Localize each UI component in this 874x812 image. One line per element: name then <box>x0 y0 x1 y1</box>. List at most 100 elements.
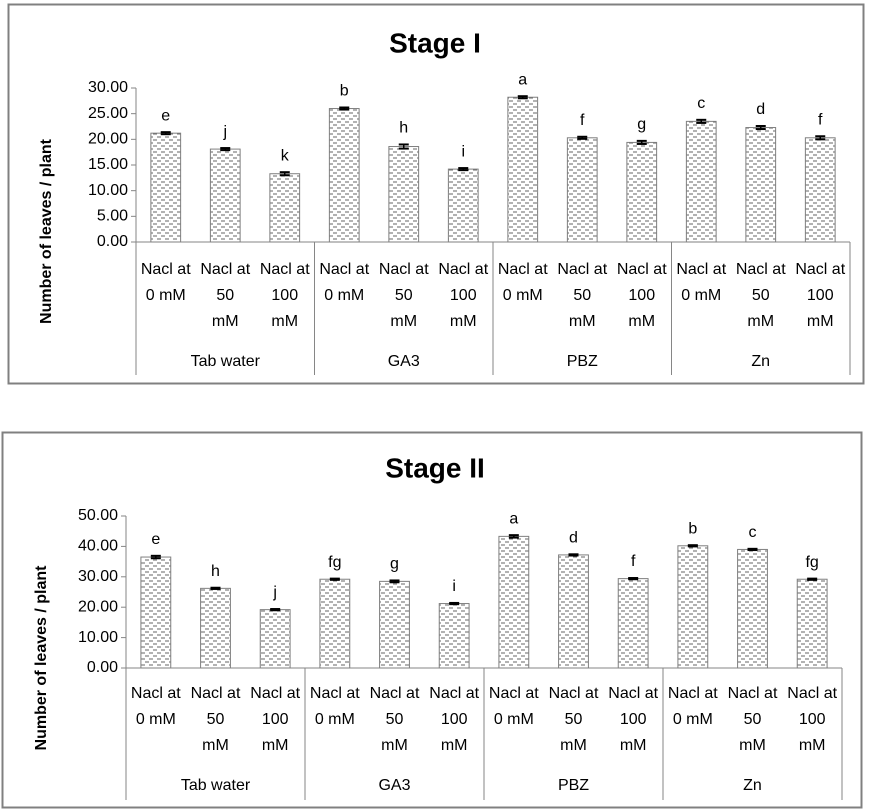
x-tick-label: Nacl at <box>557 261 607 278</box>
x-tick-label: 100 <box>620 711 647 728</box>
bar <box>626 141 658 243</box>
data-label: b <box>688 520 697 537</box>
x-tick-label: 50 <box>395 287 413 304</box>
data-label: c <box>697 95 705 112</box>
y-tick-label: 5.00 <box>97 208 128 225</box>
bar <box>804 137 836 243</box>
y-tick-label: 0.00 <box>87 659 118 676</box>
error-bar <box>389 579 400 584</box>
y-tick-label: 30.00 <box>88 79 128 96</box>
bar <box>209 148 241 243</box>
x-tick-label: Nacl at <box>438 261 488 278</box>
bar <box>617 578 649 669</box>
x-tick-label: Nacl at <box>250 685 300 702</box>
error-bar <box>815 135 826 141</box>
group-label: Tab water <box>191 353 261 370</box>
x-tick-label: 0 mM <box>146 287 186 304</box>
y-tick-label: 10.00 <box>78 629 118 646</box>
x-tick-label: mM <box>569 313 596 330</box>
data-label: fg <box>328 554 341 571</box>
chart-frame <box>1 431 863 809</box>
group-label: PBZ <box>567 353 598 370</box>
group-label: GA3 <box>378 777 410 794</box>
x-tick-label: Nacl at <box>200 261 250 278</box>
error-bar <box>807 577 818 581</box>
data-label: a <box>518 71 527 88</box>
y-tick-label: 20.00 <box>88 131 128 148</box>
bar <box>269 173 301 243</box>
error-bar <box>636 139 647 145</box>
x-tick-label: 50 <box>573 287 591 304</box>
bar <box>319 578 351 669</box>
x-tick-label: 100 <box>441 711 468 728</box>
group-label: Zn <box>743 777 762 794</box>
x-tick-label: Nacl at <box>370 685 420 702</box>
x-tick-label: mM <box>807 313 834 330</box>
x-tick-label: Nacl at <box>131 685 181 702</box>
bar <box>498 535 530 669</box>
data-label: e <box>161 107 170 124</box>
error-bar <box>458 167 469 172</box>
data-label: c <box>749 524 757 541</box>
error-bar <box>628 577 639 581</box>
x-tick-label: 0 mM <box>673 711 713 728</box>
bar <box>328 108 360 243</box>
x-tick-label: mM <box>390 313 417 330</box>
x-tick-label: Nacl at <box>787 685 837 702</box>
bar <box>737 548 768 669</box>
error-bar <box>508 534 519 539</box>
x-tick-label: mM <box>450 313 477 330</box>
error-bar <box>449 601 460 606</box>
x-tick-label: Nacl at <box>795 261 845 278</box>
x-tick-label: Nacl at <box>191 685 241 702</box>
y-axis-label: Number of leaves / plant <box>33 565 50 751</box>
error-bar <box>568 553 579 557</box>
x-tick-label: mM <box>212 313 239 330</box>
y-tick-label: 30.00 <box>78 568 118 585</box>
x-tick-label: 0 mM <box>324 287 364 304</box>
error-bar <box>220 147 231 152</box>
data-label: b <box>340 83 349 100</box>
error-bar <box>747 547 758 552</box>
error-bar <box>687 544 698 548</box>
x-tick-label: mM <box>620 737 647 754</box>
x-tick-label: 100 <box>628 287 655 304</box>
data-label: h <box>211 563 220 580</box>
y-tick-label: 0.00 <box>97 233 128 250</box>
error-bar <box>517 95 528 100</box>
chart-frame <box>7 3 865 385</box>
bar <box>558 554 589 669</box>
x-tick-label: Nacl at <box>310 685 360 702</box>
x-tick-label: mM <box>202 737 229 754</box>
x-tick-label: 0 mM <box>681 287 721 304</box>
bar <box>379 580 410 669</box>
bar <box>150 132 182 243</box>
group-label: Tab water <box>181 777 251 794</box>
x-tick-label: Nacl at <box>498 261 548 278</box>
data-label: g <box>637 116 646 133</box>
x-tick-label: Nacl at <box>260 261 310 278</box>
bar <box>507 96 539 243</box>
data-label: g <box>390 556 399 573</box>
y-axis-label: Number of leaves / plant <box>38 138 55 324</box>
x-tick-label: mM <box>628 313 655 330</box>
x-tick-label: 50 <box>565 711 583 728</box>
chart-title: Stage I <box>389 27 481 58</box>
bar <box>677 545 709 669</box>
data-label: i <box>461 143 465 160</box>
error-bar <box>160 131 171 136</box>
error-bar <box>150 554 161 560</box>
x-tick-label: Nacl at <box>728 685 778 702</box>
x-tick-label: Nacl at <box>379 261 429 278</box>
data-label: i <box>452 578 456 595</box>
x-tick-label: Nacl at <box>141 261 191 278</box>
x-tick-label: mM <box>262 737 289 754</box>
y-tick-label: 40.00 <box>78 538 118 555</box>
error-bar <box>329 577 340 581</box>
x-tick-label: 0 mM <box>503 287 543 304</box>
error-bar <box>755 124 766 131</box>
bar <box>685 120 717 243</box>
x-tick-label: 100 <box>799 711 826 728</box>
